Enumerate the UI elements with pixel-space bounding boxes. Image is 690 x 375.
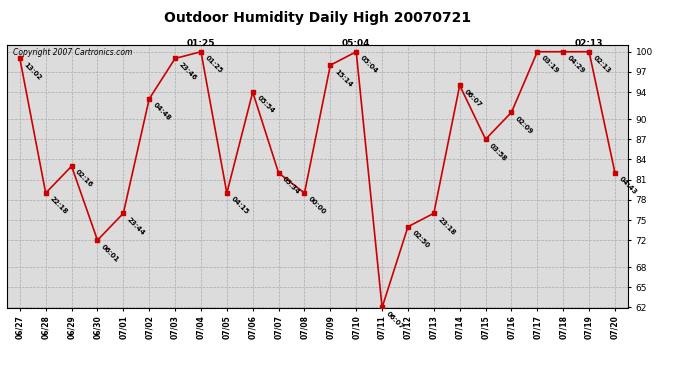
- Text: 04:29: 04:29: [566, 54, 586, 75]
- Text: 03:58: 03:58: [489, 142, 509, 162]
- Point: [14, 56, 26, 62]
- Text: 23:46: 23:46: [178, 61, 198, 81]
- Point: [144, 96, 155, 102]
- Text: 06:01: 06:01: [100, 243, 120, 263]
- Point: [118, 210, 129, 216]
- Text: 05:34: 05:34: [282, 176, 302, 196]
- Text: 15:14: 15:14: [333, 68, 353, 88]
- Point: [428, 210, 440, 216]
- Text: Outdoor Humidity Daily High 20070721: Outdoor Humidity Daily High 20070721: [164, 11, 471, 25]
- Point: [532, 49, 543, 55]
- Point: [92, 237, 103, 243]
- Text: 03:19: 03:19: [540, 54, 560, 75]
- Text: 01:25: 01:25: [204, 54, 224, 74]
- Text: 05:54: 05:54: [255, 95, 275, 115]
- Point: [377, 304, 388, 310]
- Point: [454, 82, 465, 88]
- Text: 04:48: 04:48: [152, 102, 172, 122]
- Point: [351, 49, 362, 55]
- Text: 02:50: 02:50: [411, 230, 431, 249]
- Text: 04:43: 04:43: [618, 176, 638, 196]
- Point: [40, 190, 51, 196]
- Text: 02:16: 02:16: [75, 169, 94, 189]
- Text: 04:15: 04:15: [230, 196, 250, 216]
- Text: 02:13: 02:13: [575, 39, 603, 48]
- Text: 02:09: 02:09: [514, 115, 534, 135]
- Text: 22:18: 22:18: [48, 196, 68, 216]
- Text: 05:04: 05:04: [342, 39, 371, 48]
- Text: 06:07: 06:07: [385, 310, 405, 330]
- Text: 05:04: 05:04: [359, 54, 379, 75]
- Text: Copyright 2007 Cartronics.com: Copyright 2007 Cartronics.com: [13, 48, 132, 57]
- Point: [221, 190, 233, 196]
- Point: [609, 170, 620, 176]
- Point: [480, 136, 491, 142]
- Text: 23:44: 23:44: [126, 216, 146, 236]
- Text: 01:25: 01:25: [187, 39, 215, 48]
- Text: 06:07: 06:07: [462, 88, 482, 108]
- Text: 02:13: 02:13: [592, 54, 612, 74]
- Text: 13:02: 13:02: [23, 61, 43, 81]
- Text: 00:00: 00:00: [307, 196, 327, 216]
- Point: [66, 163, 77, 169]
- Point: [195, 49, 206, 55]
- Point: [506, 109, 517, 115]
- Point: [273, 170, 284, 176]
- Point: [584, 49, 595, 55]
- Point: [558, 49, 569, 55]
- Point: [299, 190, 310, 196]
- Point: [247, 89, 258, 95]
- Point: [170, 56, 181, 62]
- Point: [402, 224, 413, 230]
- Point: [325, 62, 336, 68]
- Text: 23:18: 23:18: [437, 216, 457, 236]
